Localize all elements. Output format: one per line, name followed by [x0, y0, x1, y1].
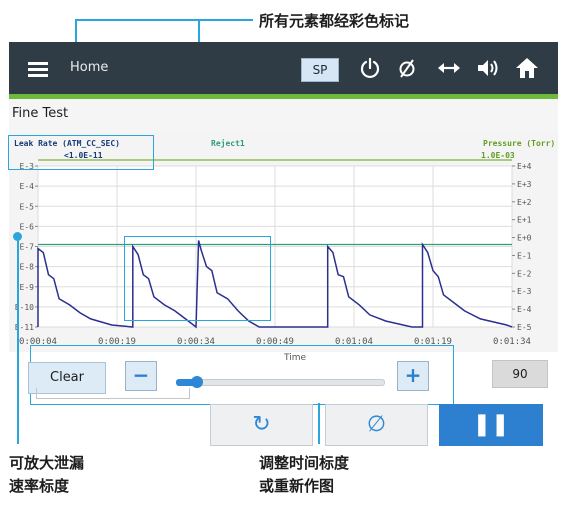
- x-tick-label: 0:00:04: [19, 337, 57, 347]
- refresh-button[interactable]: ↻: [210, 404, 313, 446]
- time-scale-value: 90: [492, 360, 548, 388]
- x-tick-label: 0:00:19: [98, 337, 136, 347]
- refresh-icon: ↻: [252, 412, 271, 437]
- y-right-tick-label: E-4: [517, 305, 532, 314]
- y-left-tick-label: E-8: [20, 263, 35, 272]
- annotation-top-text: 所有元素都经彩色标记: [259, 12, 410, 30]
- y-right-tick-label: E-2: [517, 269, 532, 278]
- page-header: [9, 99, 558, 133]
- y-right-tick-label: E+2: [517, 198, 532, 207]
- zoom-in-button[interactable]: +: [397, 361, 429, 391]
- x-tick-label: 0:01:04: [335, 337, 373, 347]
- nav-home-label[interactable]: Home: [70, 60, 109, 75]
- leak-rate-series-line: [37, 240, 513, 329]
- empty-set-icon: ∅: [366, 412, 387, 437]
- y-right-tick-label: E+4: [517, 162, 532, 171]
- leak-rate-bound: <1.0E-11: [64, 151, 103, 160]
- y-left-tick-label: E-4: [20, 182, 35, 191]
- y-left-tick-label: E-9: [20, 283, 35, 292]
- annotation-center-text-2: 或重新作图: [259, 477, 335, 495]
- annotation-left-text-2: 速率标度: [9, 477, 70, 495]
- clear-button[interactable]: Clear: [28, 362, 106, 394]
- annotation-left-vline: [17, 236, 19, 444]
- y-right-tick-label: E-3: [517, 287, 532, 296]
- annotation-leak-label-box: [8, 135, 154, 170]
- y-left-tick-label: E-11: [15, 323, 34, 332]
- x-axis-title: Time: [283, 353, 307, 363]
- y-left-tick-label: E-7: [20, 243, 35, 252]
- x-tick-label: 0:01:34: [493, 337, 531, 347]
- time-scale-slider-fill: [176, 379, 197, 386]
- y-right-tick-label: E+1: [517, 216, 532, 225]
- zoom-out-button[interactable]: −: [125, 361, 157, 391]
- time-scale-slider-thumb[interactable]: [190, 376, 203, 388]
- annotation-chart-zoom-box: [124, 236, 271, 321]
- leak-rate-chart[interactable]: E-3 E-4 E-5 E-6 E-7 E-8 E-9 E-10 E-11 E+4 E+3 E+2 E+…: [0, 0, 564, 360]
- empty-set-icon[interactable]: [394, 57, 420, 81]
- sp-button[interactable]: SP: [301, 58, 339, 82]
- annotation-left-text-1: 可放大泄漏: [9, 454, 85, 472]
- y-right-tick-label: E-1: [517, 251, 532, 260]
- x-tick-label: 0:00:49: [256, 337, 294, 347]
- annotation-top-hline: [75, 19, 253, 21]
- top-bar: [9, 42, 558, 94]
- horizontal-arrows-icon[interactable]: [436, 57, 462, 81]
- y-right-tick-label: E+0: [517, 234, 532, 243]
- y-right-tick-label: E-5: [517, 323, 532, 332]
- y-left-tick-label: E-3: [20, 162, 35, 171]
- y-left-tick-label: E-6: [20, 222, 35, 231]
- x-tick-label: 0:01:19: [414, 337, 452, 347]
- power-icon[interactable]: [357, 57, 383, 81]
- pressure-axis-label: Pressure (Torr): [483, 139, 556, 148]
- speaker-icon[interactable]: [475, 57, 501, 81]
- leak-rate-axis-label: Leak Rate (ATM_CC_SEC): [14, 139, 120, 148]
- pressure-bound: 1.0E-03: [481, 151, 515, 160]
- y-left-tick-label: E-5: [20, 202, 35, 211]
- pause-button[interactable]: ❚❚: [439, 404, 543, 446]
- y-right-tick-label: E+3: [517, 180, 532, 189]
- annotation-center-text-1: 调整时间标度: [259, 454, 350, 472]
- clear-all-button[interactable]: ∅: [325, 404, 428, 446]
- time-scale-slider-track[interactable]: [176, 379, 385, 386]
- accent-line: [9, 94, 558, 99]
- control-panel-border: [36, 388, 190, 399]
- menu-icon[interactable]: [28, 60, 48, 78]
- page-title: Fine Test: [12, 106, 69, 121]
- pause-icon: ❚❚: [472, 412, 510, 437]
- x-tick-label: 0:00:34: [177, 337, 215, 347]
- annotation-center-vline: [318, 403, 320, 444]
- home-icon[interactable]: [514, 56, 540, 82]
- y-left-tick-label: E-10: [15, 303, 34, 312]
- annotation-left-dot: [13, 232, 22, 241]
- reject-label: Reject1: [211, 139, 245, 148]
